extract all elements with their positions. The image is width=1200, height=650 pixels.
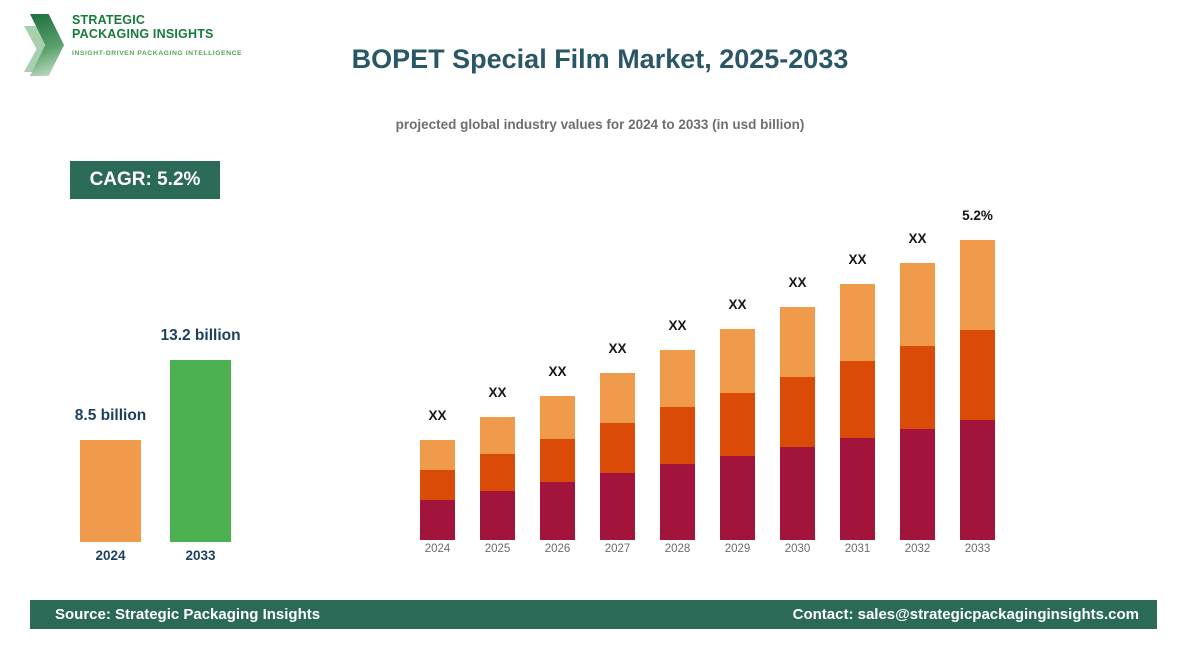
bar-column: XX 2032 [900, 190, 935, 555]
bar-segment-segment-middle [840, 361, 875, 438]
bar-value-label: XX [548, 364, 567, 379]
stacked-bar-chart: XX 2024 XX 2025 XX 2026 XX 2027 XX 2028 XX 2029 XX 20… [420, 190, 995, 555]
summary-bar-chart: 8.5 billion 2024 13.2 billion 2033 [75, 320, 241, 563]
bar-segment-segment-middle [780, 377, 815, 447]
bar-segment-segment-bottom [660, 464, 695, 540]
bar-value-label: 5.2% [962, 208, 993, 223]
bar-column: XX 2029 [720, 190, 755, 555]
bar-segment-segment-top [960, 240, 995, 330]
x-axis-tick-label: 2024 [424, 543, 451, 555]
bar-segment-segment-middle [720, 393, 755, 456]
bar-segment-segment-middle [420, 470, 455, 500]
bar-value-label: XX [908, 231, 927, 246]
x-axis-tick-label: 2033 [185, 548, 216, 563]
x-axis-tick-label: 2026 [544, 543, 571, 555]
x-axis-tick-label: 2029 [724, 543, 751, 555]
bar-segment-segment-bottom [840, 438, 875, 540]
bar-segment-segment-top [900, 263, 935, 346]
bar-value-label: 13.2 billion [160, 327, 241, 344]
bar-segment-segment-top [600, 373, 635, 423]
x-axis-tick-label: 2031 [844, 543, 871, 555]
bar-column: XX 2025 [480, 190, 515, 555]
bar-segment-segment-bottom [960, 420, 995, 540]
bar-segment-segment-middle [900, 346, 935, 429]
bar-segment-segment-bottom [540, 482, 575, 540]
logo-line2: PACKAGING INSIGHTS [72, 26, 214, 41]
logo-tagline: INSIGHT-DRIVEN PACKAGING INTELLIGENCE [72, 50, 243, 57]
bar-segment-segment-middle [480, 454, 515, 491]
logo-chevron-icon [24, 14, 68, 76]
bar-segment-segment-middle [660, 407, 695, 464]
bar-column: 5.2% 2033 [960, 190, 995, 555]
x-axis-tick-label: 2025 [484, 543, 511, 555]
bar-segment-segment-middle [600, 423, 635, 473]
x-axis-tick-label: 2028 [664, 543, 691, 555]
bar-segment-segment-bottom [600, 473, 635, 540]
bar-segment-segment-top [540, 396, 575, 439]
bar-column: XX 2026 [540, 190, 575, 555]
bar-segment-segment-middle [540, 439, 575, 482]
bar-segment-segment-bottom [420, 500, 455, 540]
bar-value-label: XX [848, 252, 867, 267]
bar-column: XX 2028 [660, 190, 695, 555]
bar-value-label: XX [668, 318, 687, 333]
bar-segment-segment-top [480, 417, 515, 454]
bar [80, 440, 141, 542]
bar-segment-segment-top [780, 307, 815, 377]
bar-column: XX 2024 [420, 190, 455, 555]
bar-segment-segment-bottom [780, 447, 815, 540]
bar [170, 360, 231, 542]
bar-value-label: XX [428, 408, 447, 423]
x-axis-tick-label: 2027 [604, 543, 631, 555]
bar-value-label: XX [608, 341, 627, 356]
bar-segment-segment-top [660, 350, 695, 407]
bar-column: XX 2031 [840, 190, 875, 555]
bar-segment-segment-top [420, 440, 455, 470]
bar-segment-segment-bottom [720, 456, 755, 540]
footer-contact: Contact: sales@strategicpackaginginsight… [792, 606, 1139, 623]
page-subtitle: projected global industry values for 202… [395, 117, 805, 132]
x-axis-tick-label: 2032 [904, 543, 931, 555]
bar-segment-segment-middle [960, 330, 995, 420]
bar-segment-segment-bottom [900, 429, 935, 540]
x-axis-tick-label: 2030 [784, 543, 811, 555]
page-title: BOPET Special Film Market, 2025-2033 [351, 44, 849, 74]
bar-column: XX 2027 [600, 190, 635, 555]
logo: STRATEGIC PACKAGING INSIGHTS INSIGHT-DRI… [24, 12, 288, 78]
x-axis-tick-label: 2033 [964, 543, 991, 555]
x-axis-tick-label: 2024 [95, 548, 126, 563]
logo-text: STRATEGIC PACKAGING INSIGHTS INSIGHT-DRI… [72, 13, 243, 57]
bar-value-label: XX [788, 275, 807, 290]
bar-value-label: XX [728, 297, 747, 312]
footer-source: Source: Strategic Packaging Insights [55, 606, 321, 623]
bar-segment-segment-top [840, 284, 875, 361]
cagr-badge: CAGR: 5.2% [70, 161, 220, 199]
bar-segment-segment-bottom [480, 491, 515, 540]
bar-value-label: 8.5 billion [74, 407, 147, 424]
bar-column: 8.5 billion 2024 [75, 320, 146, 563]
bar-segment-segment-top [720, 329, 755, 393]
bar-value-label: XX [488, 385, 507, 400]
bar-column: 13.2 billion 2033 [160, 320, 240, 563]
bar-column: XX 2030 [780, 190, 815, 555]
logo-line1: STRATEGIC [72, 13, 146, 27]
footer-bar: Source: Strategic Packaging Insights Con… [30, 600, 1157, 629]
